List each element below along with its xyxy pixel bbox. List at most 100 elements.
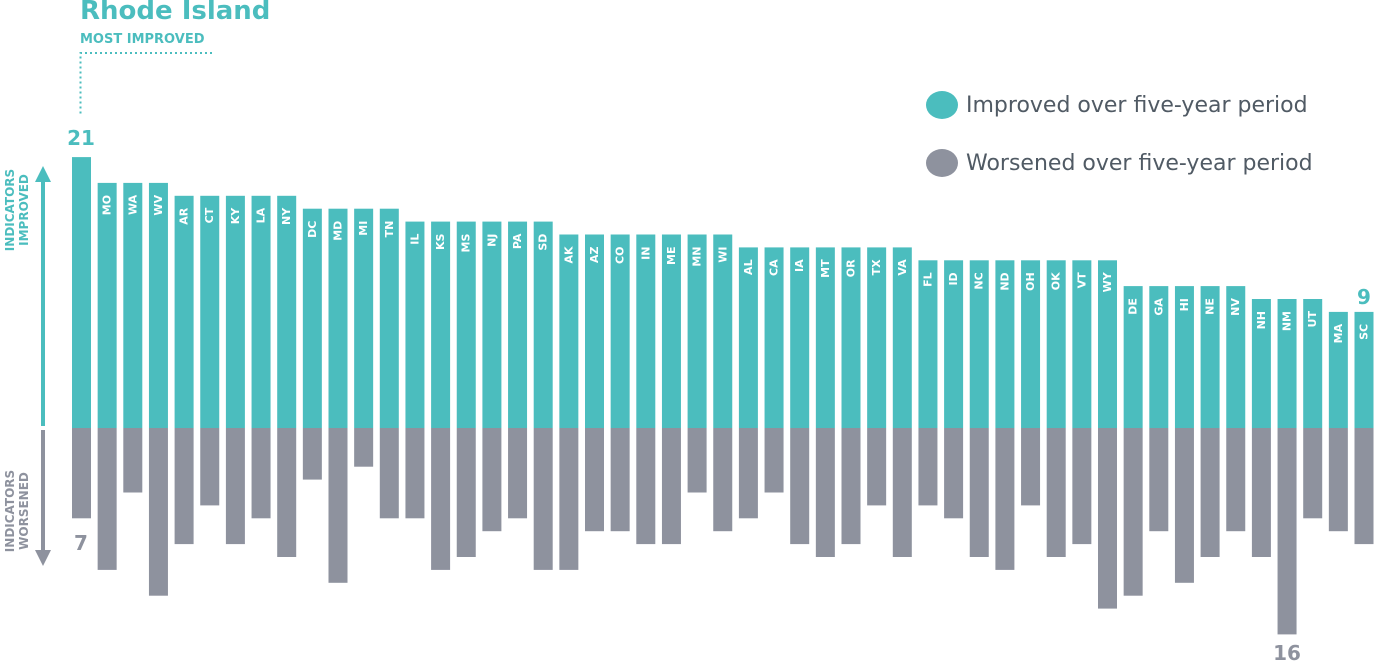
state-label-wv: WV <box>152 194 165 215</box>
y-axis-label-worsened: INDICATORS WORSENED <box>3 470 31 552</box>
bar-improved-ne <box>1200 286 1220 428</box>
bar-worsened-ia <box>790 428 810 545</box>
bar-worsened-wa <box>123 428 143 493</box>
state-label-la: LA <box>255 207 268 223</box>
bar-worsened-nm <box>1277 428 1297 635</box>
bar-improved-al <box>738 247 758 428</box>
bar-improved-wv <box>148 182 168 428</box>
bar-worsened-co <box>610 428 630 532</box>
bar-improved-va <box>892 247 912 428</box>
value-label-max-worsened: 16 <box>1273 641 1301 662</box>
state-label-tn: TN <box>383 221 396 238</box>
legend-item-worsened: Worsened over five-year period <box>926 146 1313 180</box>
bar-improved-me <box>661 234 681 428</box>
state-label-mt: MT <box>819 259 832 278</box>
bar-improved-nj <box>482 221 502 428</box>
state-label-md: MD <box>332 221 345 241</box>
state-label-mn: MN <box>691 247 704 267</box>
bar-worsened-wv <box>148 428 168 596</box>
bar-improved-md <box>328 208 348 428</box>
bar-worsened-al <box>738 428 758 519</box>
bar-worsened-oh <box>1021 428 1041 506</box>
bar-worsened-la <box>251 428 271 519</box>
bar-worsened-dc <box>302 428 322 480</box>
state-label-ny: NY <box>280 207 293 225</box>
bar-improved-ri <box>72 157 91 428</box>
bar-worsened-hi <box>1174 428 1194 583</box>
bar-worsened-pa <box>508 428 528 519</box>
bar-worsened-il <box>405 428 425 519</box>
bar-worsened-nd <box>995 428 1015 570</box>
bar-worsened-or <box>841 428 861 545</box>
state-label-id: ID <box>947 272 960 285</box>
bar-improved-nd <box>995 260 1015 428</box>
bar-improved-tn <box>379 208 399 428</box>
bar-improved-ks <box>431 221 451 428</box>
state-label-ks: KS <box>434 234 447 251</box>
bar-worsened-ri <box>72 428 91 519</box>
state-label-in: IN <box>639 247 652 260</box>
bar-improved-ma <box>1328 311 1348 428</box>
bar-improved-dc <box>302 208 322 428</box>
bar-worsened-tx <box>867 428 887 506</box>
bar-improved-nc <box>969 260 989 428</box>
bar-improved-az <box>585 234 604 428</box>
bar-worsened-ms <box>456 428 476 557</box>
state-label-oh: OH <box>1024 272 1037 291</box>
value-label-first-worsened: 7 <box>74 531 88 555</box>
state-label-ar: AR <box>178 207 191 225</box>
state-label-ia: IA <box>793 259 806 272</box>
value-label-max-improved: 21 <box>67 126 95 150</box>
bar-worsened-ca <box>764 428 784 493</box>
legend-label-worsened: Worsened over five-year period <box>966 150 1313 176</box>
y-axis-label-worsened-line: WORSENED <box>17 472 31 550</box>
bar-worsened-md <box>328 428 348 583</box>
bar-worsened-ny <box>277 428 297 557</box>
bar-improved-co <box>610 234 630 428</box>
state-label-nc: NC <box>973 272 986 289</box>
state-label-tx: TX <box>870 259 883 276</box>
state-label-az: AZ <box>588 246 601 263</box>
y-axis-label-improved-line: IMPROVED <box>17 174 31 246</box>
bar-worsened-id <box>944 428 964 519</box>
state-label-ma: MA <box>1332 323 1345 343</box>
bar-improved-or <box>841 247 861 428</box>
bar-worsened-ga <box>1149 428 1169 532</box>
bar-improved-mi <box>354 208 374 428</box>
bar-improved-hi <box>1174 286 1194 428</box>
bar-improved-id <box>944 260 964 428</box>
bar-worsened-ut <box>1303 428 1323 519</box>
bar-improved-nh <box>1251 299 1271 428</box>
bar-worsened-ct <box>200 428 220 506</box>
bar-improved-ky <box>225 195 245 428</box>
bar-worsened-nj <box>482 428 502 532</box>
state-label-nh: NH <box>1255 311 1268 329</box>
state-label-ak: AK <box>562 246 575 264</box>
bar-improved-ok <box>1046 260 1066 428</box>
state-label-mi: MI <box>357 221 370 236</box>
bar-improved-nv <box>1226 286 1246 428</box>
bar-improved-ar <box>174 195 194 428</box>
state-label-hi: HI <box>1178 298 1191 311</box>
bar-worsened-mo <box>97 428 117 570</box>
legend-swatch-worsened <box>926 149 958 177</box>
bar-worsened-ne <box>1200 428 1220 557</box>
state-label-wy: WY <box>1101 271 1114 292</box>
state-label-ut: UT <box>1306 311 1319 328</box>
bar-improved-ut <box>1303 299 1323 428</box>
state-label-nm: NM <box>1281 311 1294 331</box>
bar-worsened-mt <box>815 428 835 557</box>
state-label-nv: NV <box>1229 298 1242 316</box>
state-label-wi: WI <box>716 247 729 263</box>
state-label-dc: DC <box>306 221 319 238</box>
state-label-ne: NE <box>1204 298 1217 315</box>
highlight-leader-line <box>79 52 212 116</box>
bar-improved-mo <box>97 182 117 428</box>
state-label-fl: FL <box>921 272 934 287</box>
axis-arrow-worsened-head <box>35 550 51 566</box>
bar-improved-ia <box>790 247 810 428</box>
bar-worsened-sc <box>1354 428 1374 545</box>
state-label-ct: CT <box>203 207 216 223</box>
state-label-ca: CA <box>768 259 781 276</box>
state-label-or: OR <box>845 259 858 277</box>
